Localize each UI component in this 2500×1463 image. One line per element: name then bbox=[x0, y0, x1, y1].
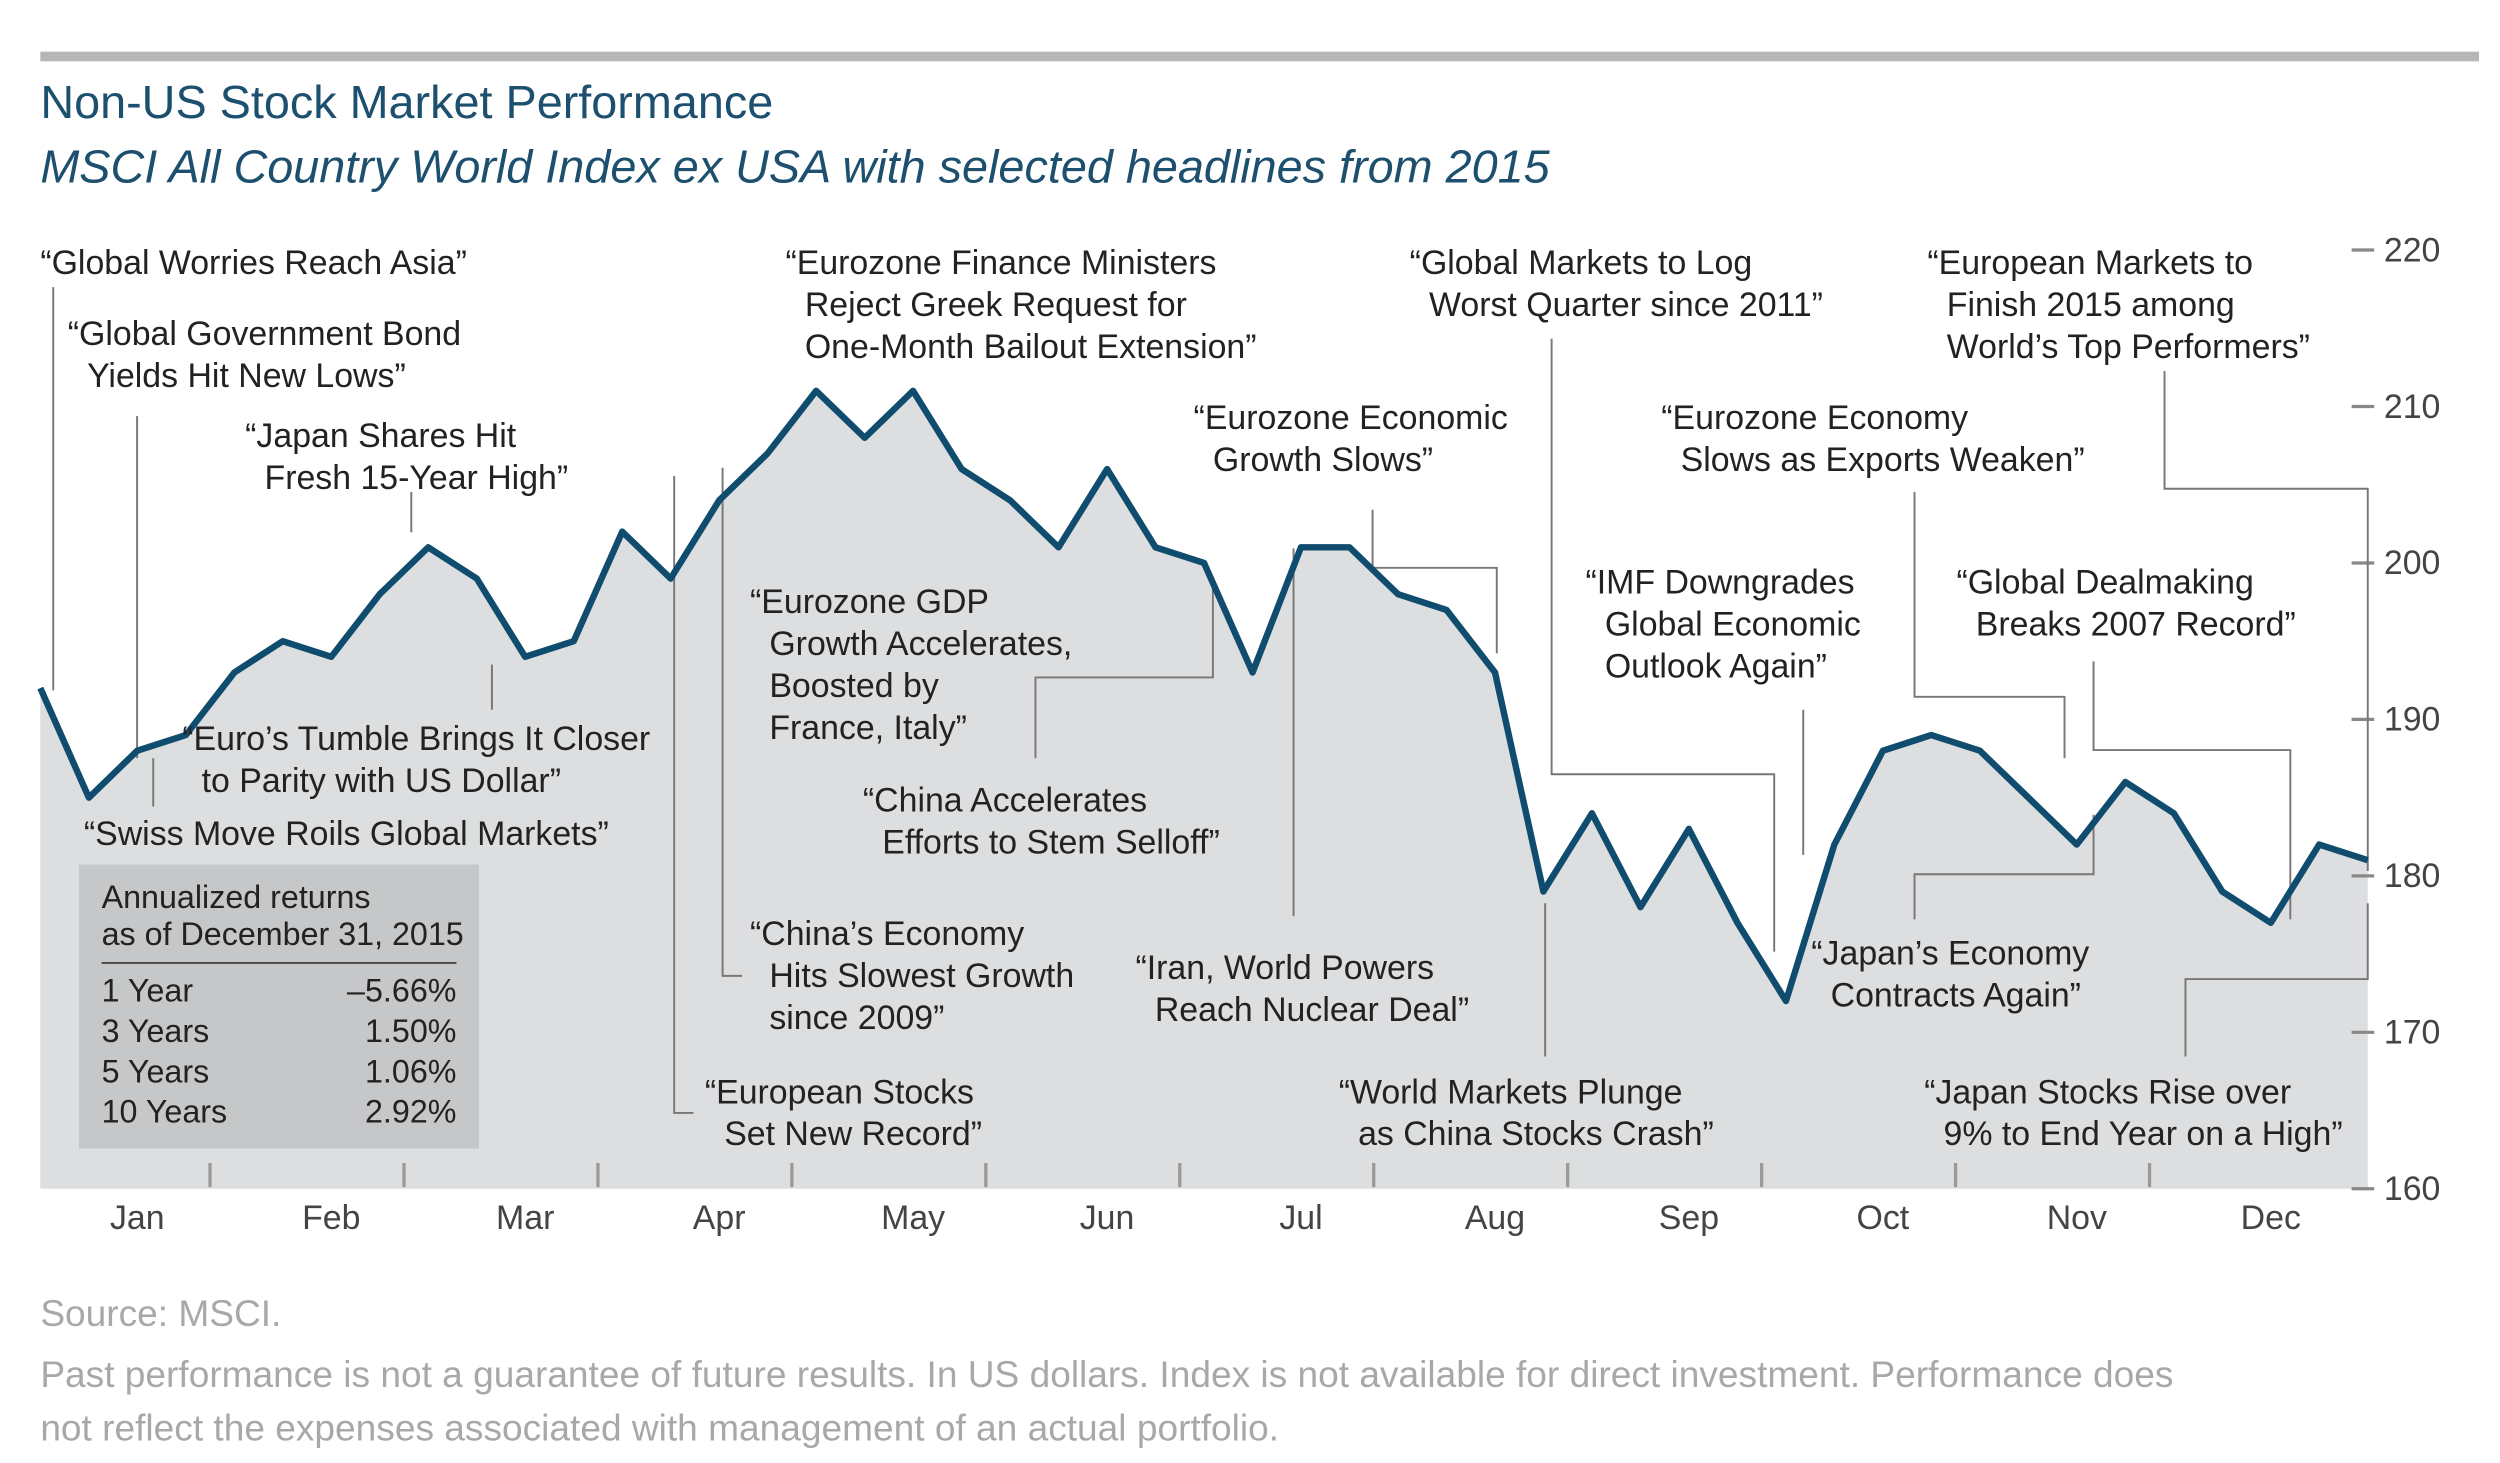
returns-box bbox=[79, 864, 480, 1149]
annotation: “Euro’s Tumble Brings It Closer bbox=[182, 720, 650, 758]
x-tick-label: Oct bbox=[1857, 1199, 1910, 1237]
x-tick-label: Jul bbox=[1279, 1199, 1322, 1237]
leader-line bbox=[1034, 580, 1214, 759]
x-tick-label: Jan bbox=[110, 1199, 165, 1237]
annotation: “Eurozone Finance Ministers bbox=[785, 244, 1216, 282]
line bbox=[37, 387, 2369, 1005]
annotation: World’s Top Performers” bbox=[1947, 328, 2310, 366]
annotation: as China Stocks Crash” bbox=[1358, 1115, 1714, 1153]
table-cell: 1.06% bbox=[365, 1053, 456, 1089]
annotation: Contracts Again” bbox=[1831, 977, 2081, 1015]
annotation: “Global Government Bond bbox=[68, 315, 461, 353]
annotation: “China’s Economy bbox=[750, 915, 1024, 953]
annotation: Yields Hit New Lows” bbox=[87, 357, 406, 395]
footnote: Past performance is not a guarantee of f… bbox=[40, 1353, 2173, 1395]
table-cell: 5 Years bbox=[102, 1053, 210, 1089]
leader-line bbox=[2163, 371, 2369, 872]
annotation: “Japan’s Economy bbox=[1811, 935, 2089, 973]
source: Source: MSCI. bbox=[40, 1292, 281, 1334]
annotation: “European Stocks bbox=[705, 1073, 974, 1111]
table-cell: 1.50% bbox=[365, 1013, 456, 1049]
table-cell: 1 Year bbox=[102, 973, 194, 1009]
table-cell: 2.92% bbox=[365, 1094, 456, 1130]
y-tick-label: 210 bbox=[2384, 388, 2441, 426]
x-tick-label: Feb bbox=[302, 1199, 360, 1237]
leader-line bbox=[1550, 338, 1776, 952]
leader-line bbox=[1913, 491, 2066, 759]
annotation: Reject Greek Request for bbox=[805, 286, 1187, 324]
x-tick-label: Jun bbox=[1080, 1199, 1135, 1237]
y-tick-label: 160 bbox=[2384, 1170, 2441, 1208]
annotation: “Eurozone Economic bbox=[1194, 399, 1508, 437]
annotation: “Eurozone GDP bbox=[750, 583, 989, 621]
leader-line bbox=[673, 475, 694, 1114]
annotation: Slows as Exports Weaken” bbox=[1681, 441, 2085, 479]
y-tick-label: 220 bbox=[2384, 231, 2441, 269]
annotation: “European Markets to bbox=[1927, 244, 2253, 282]
annotation: to Parity with US Dollar” bbox=[202, 762, 561, 800]
annotation: “Global Worries Reach Asia” bbox=[40, 244, 467, 282]
area bbox=[40, 390, 2368, 1189]
annotation: “Japan Stocks Rise over bbox=[1924, 1073, 2291, 1111]
x-tick-label: May bbox=[881, 1199, 945, 1237]
chart-subtitle: MSCI All Country World Index ex USA with… bbox=[40, 140, 1550, 192]
annotation: Global Economic bbox=[1605, 606, 1861, 644]
annotation: “IMF Downgrades bbox=[1585, 564, 1854, 602]
plot-area: Jan Feb Mar Apr May Jun Jul Aug Sep Oct Nov Dec 160 1… bbox=[37, 231, 2441, 1237]
annotation: “China Accelerates bbox=[863, 781, 1147, 819]
annotation: France, Italy” bbox=[769, 709, 967, 747]
annotation: “World Markets Plunge bbox=[1339, 1073, 1683, 1111]
leader-line bbox=[2184, 903, 2369, 1057]
x-tick-label: Dec bbox=[2241, 1199, 2301, 1237]
x-tick-label: Sep bbox=[1659, 1199, 1719, 1237]
leader-line bbox=[2092, 661, 2292, 920]
table-cell: –5.66% bbox=[347, 973, 456, 1009]
y-tick-label: 190 bbox=[2384, 701, 2441, 739]
x-tick-label: Aug bbox=[1465, 1199, 1525, 1237]
annotation: Finish 2015 among bbox=[1947, 286, 2235, 324]
annotation: Fresh 15-Year High” bbox=[265, 459, 569, 497]
annotation: “Japan Shares Hit bbox=[245, 417, 517, 455]
footnote: not reflect the expenses associated with… bbox=[40, 1406, 1279, 1448]
leader-line bbox=[721, 467, 742, 977]
annotation: Set New Record” bbox=[724, 1115, 982, 1153]
table-title: as of December 31, 2015 bbox=[102, 916, 464, 952]
chart-title: Non-US Stock Market Performance bbox=[40, 76, 773, 128]
annotation: Boosted by bbox=[769, 667, 938, 705]
annotation: Growth Accelerates, bbox=[769, 625, 1072, 663]
y-tick-label: 170 bbox=[2384, 1014, 2441, 1052]
annotation: Breaks 2007 Record” bbox=[1976, 606, 2296, 644]
top-rule bbox=[40, 51, 2480, 62]
annotation: “Swiss Move Roils Global Markets” bbox=[84, 815, 609, 853]
annotation: “Global Markets to Log bbox=[1410, 244, 1753, 282]
leader-line bbox=[1371, 509, 1498, 654]
annotation: One-Month Bailout Extension” bbox=[805, 328, 1257, 366]
table-cell: 3 Years bbox=[102, 1013, 210, 1049]
x-tick-label: Mar bbox=[496, 1199, 554, 1237]
table-title: Annualized returns bbox=[102, 879, 371, 915]
annotation: “Eurozone Economy bbox=[1661, 399, 1968, 437]
x-tick-label: Nov bbox=[2047, 1199, 2107, 1237]
annotation: “Global Dealmaking bbox=[1956, 564, 2253, 602]
annotation: “Iran, World Powers bbox=[1135, 949, 1434, 987]
leader-line bbox=[1913, 814, 2095, 920]
table-cell: 10 Years bbox=[102, 1094, 228, 1130]
y-tick-label: 200 bbox=[2384, 544, 2441, 582]
x-tick-label: Apr bbox=[693, 1199, 746, 1237]
annotation: Hits Slowest Growth bbox=[769, 957, 1074, 995]
annotation: Growth Slows” bbox=[1213, 441, 1433, 479]
annotation: since 2009” bbox=[769, 999, 944, 1037]
annotation: Worst Quarter since 2011” bbox=[1429, 286, 1823, 324]
annotation: Efforts to Stem Selloff” bbox=[882, 823, 1220, 861]
y-tick-label: 180 bbox=[2384, 857, 2441, 895]
annotation: Outlook Again” bbox=[1605, 647, 1827, 685]
annotation: 9% to End Year on a High” bbox=[1944, 1115, 2343, 1153]
annotation: Reach Nuclear Deal” bbox=[1155, 991, 1469, 1029]
